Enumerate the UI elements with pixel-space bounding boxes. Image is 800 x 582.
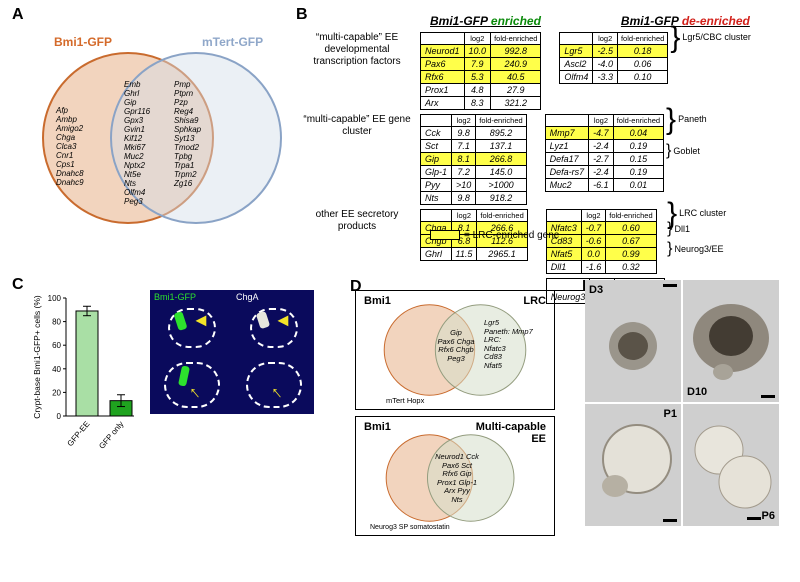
- panel-label-A: A: [12, 6, 24, 24]
- svg-text:Crypt-base Bmi1-GFP+ cells (%): Crypt-base Bmi1-GFP+ cells (%): [32, 295, 42, 419]
- b-title-de: Bmi1-GFP de-enriched: [621, 14, 750, 28]
- venn-D-top: Bmi1 LRC GipPax6 ChgaRfx6 ChgbPeg3 Lgr5P…: [355, 290, 555, 410]
- arrowhead-icon: ◄: [192, 310, 210, 331]
- venn-d-bot-overlap: Neurod1 CckPax6 SctRfx6 GipProx1 Glp-1Ar…: [424, 453, 490, 504]
- venn-A: Bmi1-GFP mTert-GFP AfpAmbpAmigo2ChgaClca…: [28, 28, 288, 228]
- svg-text:0: 0: [57, 412, 62, 421]
- micro-bmi1-gfp-bot: ↑: [150, 352, 232, 414]
- organoid-p6: P6: [683, 404, 779, 526]
- svg-text:80: 80: [52, 318, 61, 327]
- organoid-p1: P1: [585, 404, 681, 526]
- panel-E: D3 D10 P1 P6: [585, 280, 795, 526]
- venn-d-top-leftonly: mTert Hopx: [386, 397, 424, 406]
- micro-bmi1-gfp-top: Bmi1-GFP ◄: [150, 290, 232, 352]
- organoid-d3: D3: [585, 280, 681, 402]
- panel-B: Bmi1-GFP enriched Bmi1-GFP de-enriched “…: [300, 14, 790, 308]
- venn-d-top-right: Lgr5Paneth: Mmp7LRC:Nfatc3Cd83Nfat5: [484, 319, 540, 370]
- svg-text:40: 40: [52, 365, 61, 374]
- svg-text:GFP-EE: GFP-EE: [65, 420, 91, 449]
- venn-A-left-genes: AfpAmbpAmigo2ChgaClca3Cnr1Cps1Dnahc8Dnah…: [56, 106, 84, 187]
- micro-chga-top: ChgA ◄: [232, 290, 314, 352]
- b-title-enriched: Bmi1-GFP enriched: [430, 14, 541, 28]
- venn-A-overlap-col1: EmbGhrlGipGpr116Gpx3Gvin1Kif12Mki67Muc2N…: [124, 80, 150, 206]
- venn-d-bot-leftonly: Neurog3 SP somatostatin: [370, 524, 450, 533]
- micro-chga-bot: ↑: [232, 352, 314, 414]
- venn-A-left-label: Bmi1-GFP: [54, 35, 112, 49]
- bar-chart: 0 20 40 60 80 100 Crypt-base Bmi1-GFP+ cells (…: [30, 290, 140, 440]
- svg-text:GFP only: GFP only: [97, 420, 125, 451]
- arrowhead-icon: ◄: [274, 310, 292, 331]
- organoid-d10: D10: [683, 280, 779, 402]
- svg-text:60: 60: [52, 341, 61, 350]
- b-legend: = LRC-enriched gene: [430, 230, 559, 241]
- venn-A-right-label: mTert-GFP: [202, 35, 263, 49]
- venn-d-bot-right-label: Multi-capableEE: [466, 421, 546, 445]
- venn-D-bottom: Bmi1 Multi-capableEE Neurod1 CckPax6 Sct…: [355, 416, 555, 536]
- panel-D: Bmi1 LRC GipPax6 ChgaRfx6 ChgbPeg3 Lgr5P…: [355, 290, 575, 542]
- panel-label-C: C: [12, 276, 24, 294]
- venn-d-top-overlap: GipPax6 ChgaRfx6 ChgbPeg3: [434, 329, 478, 363]
- micrograph-grid: Bmi1-GFP ◄ ChgA ◄ ↑ ↑: [150, 290, 314, 414]
- svg-text:100: 100: [48, 294, 62, 303]
- svg-text:20: 20: [52, 388, 61, 397]
- venn-A-overlap-col2: PmpPtprnPzpReg4Shisa9SphkapSyt13Tmod2Tpb…: [174, 80, 201, 188]
